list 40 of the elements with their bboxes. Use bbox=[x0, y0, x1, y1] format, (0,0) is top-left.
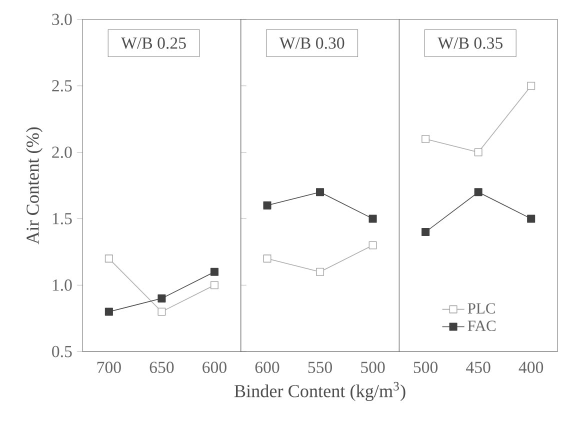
y-tick-label: 2.5 bbox=[52, 80, 72, 92]
x-tick-label: 500 bbox=[414, 362, 438, 374]
point bbox=[316, 268, 324, 276]
point bbox=[263, 254, 272, 263]
point bbox=[210, 281, 218, 290]
text: W/B 0.35 bbox=[438, 38, 502, 50]
point bbox=[158, 308, 166, 316]
legend-label: PLC bbox=[468, 303, 495, 314]
x-tick-label: 550 bbox=[308, 362, 332, 374]
y-tick-label: 1.5 bbox=[52, 213, 72, 225]
point bbox=[210, 268, 218, 276]
x-tick-label: 450 bbox=[466, 362, 490, 374]
x-tick-label: 400 bbox=[518, 362, 544, 374]
point bbox=[474, 148, 482, 157]
x-tick-label: 700 bbox=[97, 362, 121, 374]
legend-label: FAC bbox=[468, 320, 496, 332]
y-tick-label: 3.0 bbox=[52, 14, 72, 26]
point bbox=[474, 188, 482, 196]
point bbox=[527, 214, 536, 223]
y-axis-title: Air Content (%) bbox=[26, 128, 43, 244]
point bbox=[422, 228, 430, 236]
point bbox=[368, 242, 377, 250]
point bbox=[158, 294, 166, 303]
point bbox=[422, 135, 430, 144]
x-tick-label: 600 bbox=[202, 362, 226, 374]
point bbox=[263, 202, 272, 210]
x-tick-label: 600 bbox=[255, 362, 280, 374]
point bbox=[527, 82, 536, 90]
x-tick-label: 500 bbox=[361, 362, 385, 374]
x-tick-label: 650 bbox=[150, 362, 174, 374]
point bbox=[368, 214, 377, 223]
y-tick-label: 0.5 bbox=[52, 346, 72, 358]
text: W/B 0.30 bbox=[279, 38, 344, 50]
y-tick-label: 2.0 bbox=[52, 146, 72, 158]
point bbox=[104, 308, 113, 316]
y-tick-label: 1.0 bbox=[52, 280, 72, 292]
text: W/B 0.25 bbox=[121, 38, 186, 50]
x-axis-title: Binder Content (kg/m$^{3}$) bbox=[234, 382, 406, 402]
point bbox=[104, 254, 113, 263]
point bbox=[316, 188, 324, 196]
